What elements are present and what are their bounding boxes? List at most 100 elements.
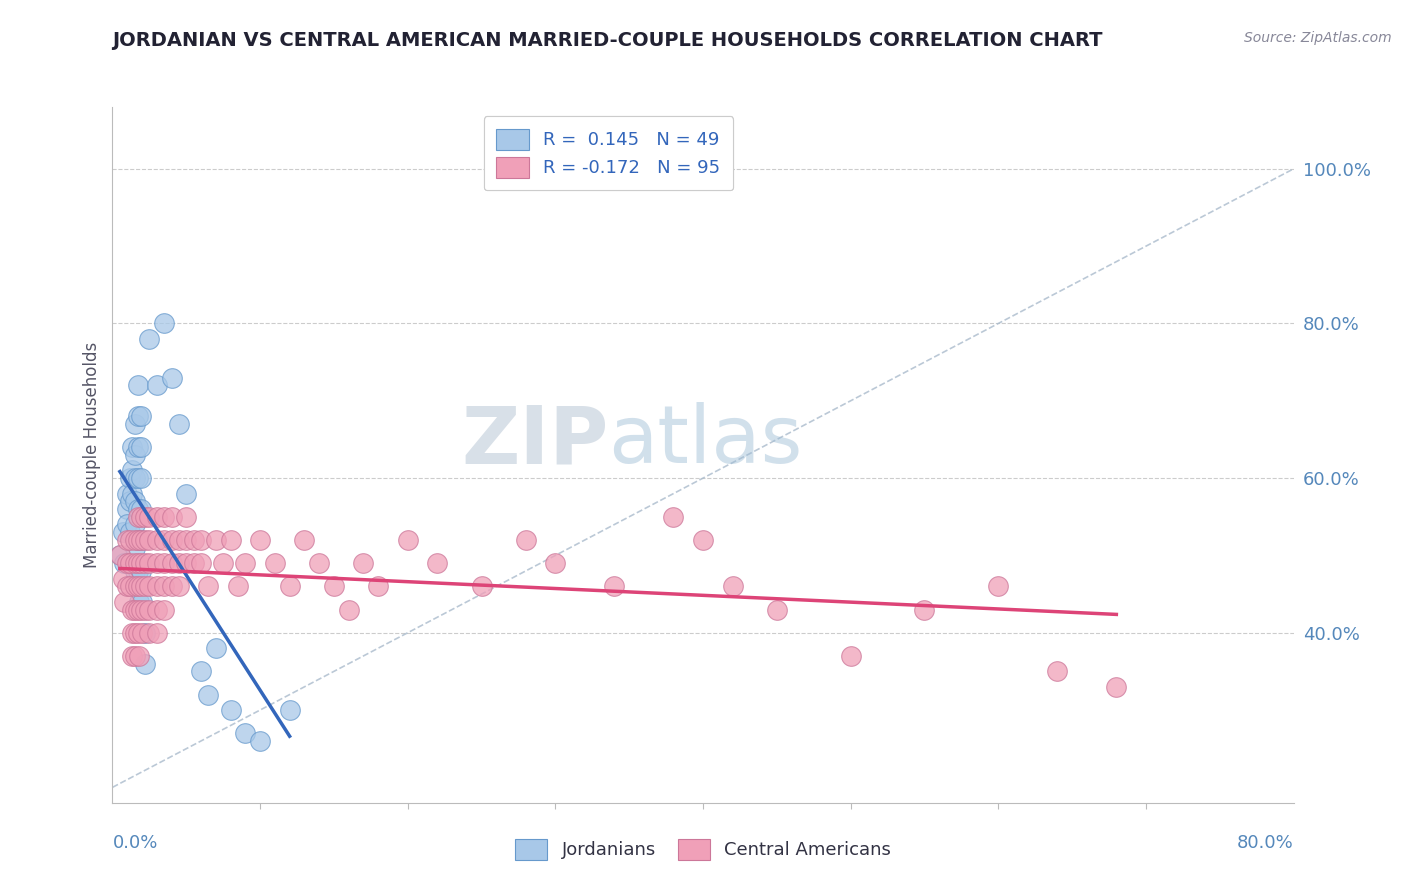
Point [987,579,1010,593]
Point [692,533,714,547]
Point [120,533,142,547]
Point [190,533,212,547]
Point [129,564,152,578]
Point [167,556,190,570]
Point [167,533,190,547]
Point [129,579,152,593]
Point [121,625,143,640]
Point [124,602,146,616]
Point [128,595,150,609]
Point [367,579,389,593]
Point [108,549,131,563]
Point [914,602,936,616]
Point [174,486,197,500]
Point [112,556,135,570]
Point [146,579,169,593]
Point [153,509,176,524]
Point [124,448,146,462]
Point [127,579,149,593]
Point [138,625,160,640]
Point [127,409,149,424]
Point [146,556,169,570]
Point [138,579,160,593]
Point [134,533,156,547]
Point [138,509,160,524]
Point [249,734,271,748]
Point [160,533,183,547]
Point [134,579,156,593]
Point [117,502,138,516]
Point [121,463,143,477]
Point [160,579,183,593]
Point [174,556,197,570]
Point [337,602,360,616]
Text: ZIP: ZIP [461,402,609,480]
Point [219,703,242,717]
Point [167,579,190,593]
Point [129,509,152,524]
Point [153,556,176,570]
Point [124,579,146,593]
Point [134,657,156,671]
Point [124,471,146,485]
Point [544,556,567,570]
Point [212,556,235,570]
Point [470,579,494,593]
Point [153,579,176,593]
Point [117,517,138,532]
Point [124,517,146,532]
Point [121,440,143,454]
Point [352,556,374,570]
Point [134,625,156,640]
Point [174,509,197,524]
Point [190,665,212,679]
Point [146,378,169,392]
Point [111,572,134,586]
Point [129,556,152,570]
Point [233,556,256,570]
Text: 0.0%: 0.0% [112,834,157,852]
Point [134,556,156,570]
Point [121,648,143,663]
Point [129,602,152,616]
Point [108,549,131,563]
Point [138,533,160,547]
Point [129,409,152,424]
Point [662,509,685,524]
Point [153,317,176,331]
Point [226,579,249,593]
Point [197,579,219,593]
Point [117,486,138,500]
Point [160,556,183,570]
Point [127,471,149,485]
Point [146,625,169,640]
Text: JORDANIAN VS CENTRAL AMERICAN MARRIED-COUPLE HOUSEHOLDS CORRELATION CHART: JORDANIAN VS CENTRAL AMERICAN MARRIED-CO… [112,31,1102,50]
Point [183,556,205,570]
Point [120,525,142,540]
Point [124,541,146,555]
Point [127,502,149,516]
Point [153,602,176,616]
Point [127,440,149,454]
Point [117,579,138,593]
Point [120,579,142,593]
Point [131,595,153,609]
Point [120,471,142,485]
Point [117,533,138,547]
Point [127,564,149,578]
Text: Source: ZipAtlas.com: Source: ZipAtlas.com [1244,31,1392,45]
Point [426,556,449,570]
Point [129,533,152,547]
Point [127,378,149,392]
Point [128,648,150,663]
Point [308,556,330,570]
Point [1046,665,1069,679]
Point [127,533,149,547]
Point [167,417,190,431]
Point [131,625,153,640]
Point [396,533,419,547]
Point [112,595,135,609]
Point [292,533,315,547]
Point [1105,680,1128,694]
Point [127,533,149,547]
